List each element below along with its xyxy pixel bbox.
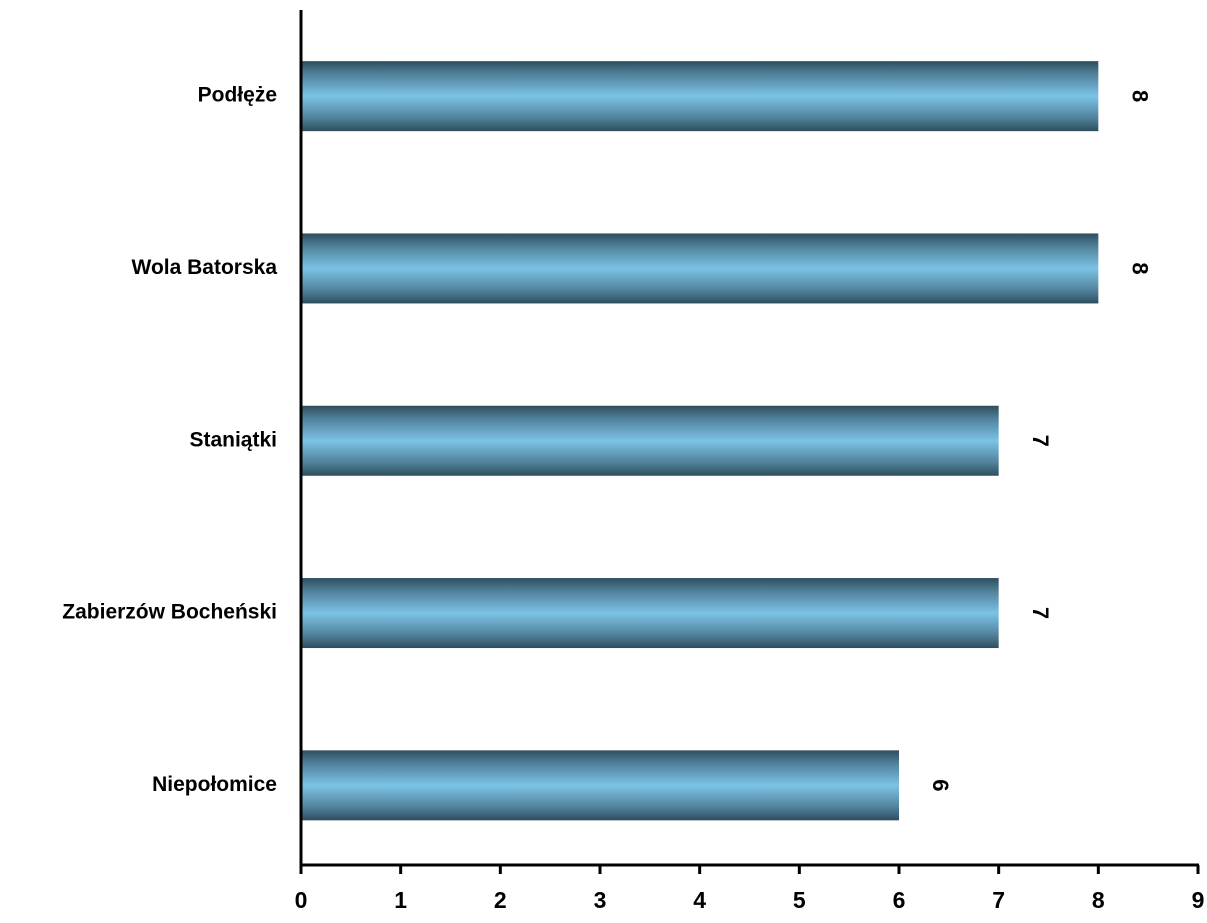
bar-1 [301,233,1099,304]
x-tick-label-9: 9 [1192,887,1205,913]
bar-3 [301,578,999,649]
x-tick-label-7: 7 [992,887,1005,913]
bar-2 [301,405,999,476]
category-label-4: Niepołomice [152,773,277,796]
axes [299,10,1199,867]
data-label-3: 7 [1028,607,1053,619]
bar-0 [301,61,1099,132]
data-labels: 8 8 7 7 6 [928,90,1152,791]
data-label-4: 6 [928,779,953,791]
x-tick-label-5: 5 [793,887,806,913]
category-label-1: Wola Batorska [132,256,278,279]
x-tick-label-6: 6 [893,887,906,913]
bar-4 [301,750,899,821]
category-label-2: Staniątki [189,428,277,451]
x-tick-label-1: 1 [394,887,407,913]
x-tick-label-3: 3 [594,887,607,913]
x-tick-label-0: 0 [295,887,308,913]
data-label-2: 7 [1028,435,1053,447]
x-tick-label-8: 8 [1092,887,1105,913]
x-tick-label-4: 4 [693,887,706,913]
category-label-3: Zabierzów Bocheński [62,601,277,624]
category-labels: Podłęże Wola Batorska Staniątki Zabierzów B… [62,84,277,796]
x-tick-label-2: 2 [494,887,507,913]
x-axis-ticks: 0 1 2 3 4 5 6 7 8 9 [295,865,1205,913]
data-label-1: 8 [1128,262,1153,274]
bars-group [301,61,1099,821]
category-label-0: Podłęże [198,84,277,107]
data-label-0: 8 [1128,90,1153,102]
